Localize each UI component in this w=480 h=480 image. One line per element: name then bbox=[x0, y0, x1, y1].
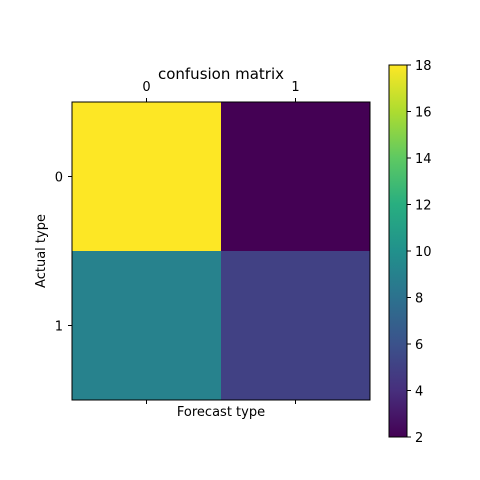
x-axis-label: Forecast type bbox=[177, 405, 265, 420]
y-tick-label: 0 bbox=[55, 171, 63, 186]
colorbar-tick-label: 6 bbox=[415, 338, 423, 353]
heatmap-cell bbox=[221, 251, 370, 400]
colorbar-tick-label: 8 bbox=[415, 292, 423, 307]
heatmap-cell bbox=[72, 251, 221, 400]
colorbar-tick-label: 4 bbox=[415, 385, 423, 400]
chart-title: confusion matrix bbox=[158, 65, 284, 83]
colorbar-tick-label: 10 bbox=[415, 245, 432, 260]
colorbar bbox=[388, 64, 408, 438]
heatmap-cell bbox=[221, 102, 370, 251]
y-tick-label: 1 bbox=[55, 320, 63, 335]
heatmap-cell bbox=[72, 102, 221, 251]
x-tick-label: 0 bbox=[142, 80, 150, 95]
y-axis-label: Actual type bbox=[34, 214, 49, 288]
colorbar-tick-label: 2 bbox=[415, 431, 423, 446]
colorbar-tick-label: 18 bbox=[415, 59, 432, 74]
colorbar-tick-label: 12 bbox=[415, 199, 432, 214]
plot-frame bbox=[71, 101, 371, 401]
x-tick-label: 1 bbox=[291, 80, 299, 95]
colorbar-tick-label: 16 bbox=[415, 106, 432, 121]
colorbar-tick-label: 14 bbox=[415, 152, 432, 167]
